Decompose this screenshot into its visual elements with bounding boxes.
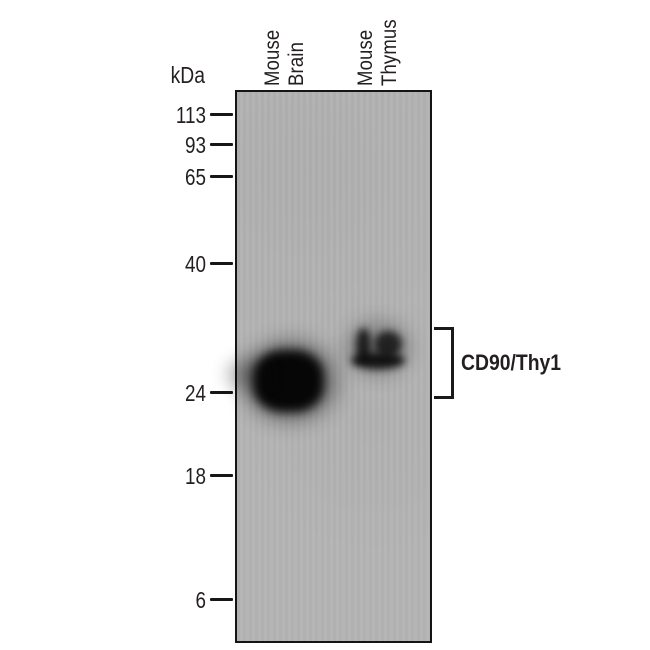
kda-unit-label: kDa [170, 62, 205, 88]
lane-label-line: Mouse [354, 29, 377, 86]
marker-label-18: 18 [185, 463, 206, 489]
marker-tick-65 [210, 175, 233, 178]
marker-tick-113 [210, 113, 233, 116]
lane-label-line: Thymus [378, 19, 401, 87]
blot-membrane [227, 90, 432, 643]
marker-label-113: 113 [175, 102, 206, 128]
marker-label-65: 65 [185, 164, 206, 190]
marker-tick-6 [210, 598, 233, 601]
band-mouse-thymus-lower [351, 352, 405, 369]
marker-tick-18 [210, 474, 233, 477]
marker-tick-40 [210, 262, 233, 265]
annotation-bracket-vertical [451, 327, 454, 399]
annotation-label: CD90/Thy1 [461, 350, 562, 375]
annotation-bracket-bottom-arm [434, 396, 454, 399]
lane-label-mouse-brain: Mouse Brain [261, 30, 309, 86]
lane-label-line: Mouse [261, 29, 284, 86]
band-mouse-brain [253, 350, 324, 412]
band-mouse-brain-smear [227, 360, 269, 388]
marker-label-24: 24 [185, 380, 206, 406]
lane-label-line: Brain [285, 41, 308, 86]
lane-label-mouse-thymus: Mouse Thymus [354, 19, 402, 86]
marker-label-40: 40 [185, 251, 206, 277]
marker-tick-24 [210, 391, 233, 394]
marker-label-6: 6 [195, 587, 206, 613]
marker-label-93: 93 [185, 132, 206, 158]
annotation-bracket-top-arm [434, 327, 454, 330]
marker-tick-93 [210, 143, 233, 146]
